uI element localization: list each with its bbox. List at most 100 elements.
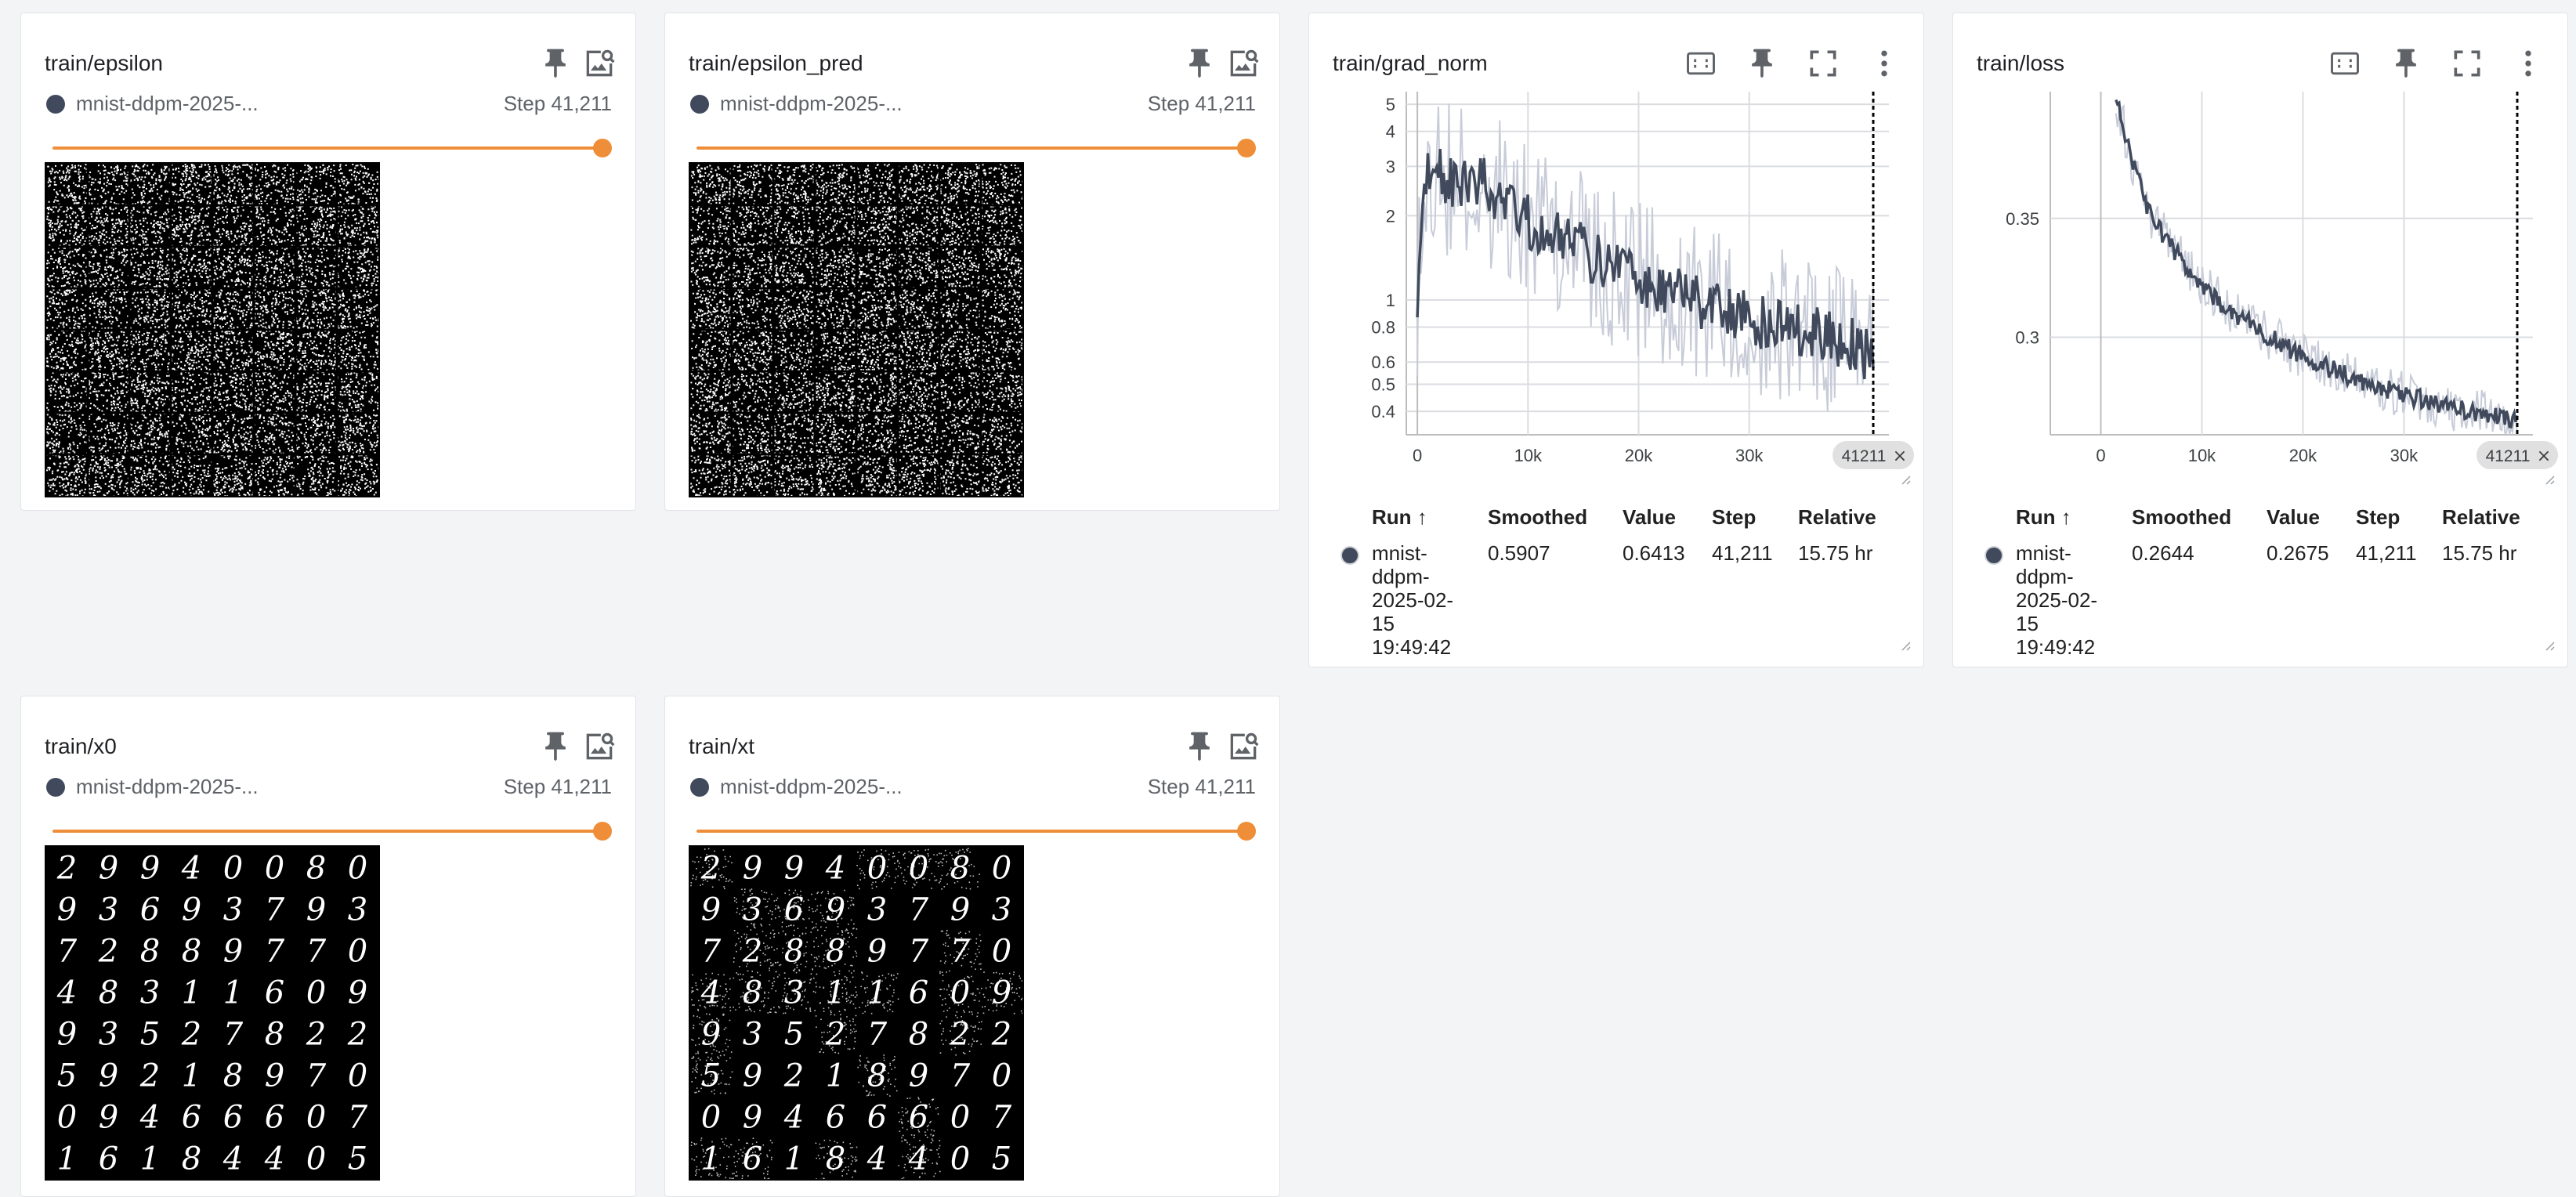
more-options-button[interactable] <box>1864 43 1905 84</box>
image-settings-button[interactable] <box>579 726 620 767</box>
image-settings-button[interactable] <box>1223 43 1264 84</box>
run-name-line: 2025-02- <box>2016 588 2098 612</box>
run-name-line: mnist- <box>1372 541 1427 565</box>
fit-domain-button[interactable] <box>2325 43 2365 84</box>
noise-pixels <box>691 1054 733 1094</box>
col-header-relative[interactable]: Relative <box>2442 505 2520 529</box>
digit-glyph: 2 <box>139 1058 160 1094</box>
digit-glyph: 3 <box>348 891 367 928</box>
step-slider[interactable] <box>696 139 1256 157</box>
table-resize-grip[interactable] <box>1898 638 1911 651</box>
chart-resize-grip[interactable] <box>2542 472 2555 485</box>
chart-resize-grip[interactable] <box>1898 472 1911 485</box>
image-search-icon <box>1230 732 1259 760</box>
fit-domain-button[interactable] <box>1681 43 1721 84</box>
pin-icon <box>1752 49 1772 78</box>
step-slider[interactable] <box>696 822 1256 841</box>
table-resize-grip[interactable] <box>2542 638 2555 651</box>
digit-glyph: 8 <box>743 975 762 1011</box>
digit-glyph: 9 <box>99 850 118 886</box>
run-name-line: 2025-02- <box>1372 588 1454 612</box>
digit-glyph: 0 <box>909 850 928 886</box>
pin-button[interactable] <box>1742 43 1782 84</box>
digit-glyph: 0 <box>265 850 284 886</box>
digit-glyph: 4 <box>181 850 201 886</box>
step-cursor-chip[interactable]: 41211 × <box>2477 441 2558 469</box>
y-tick-label: 2 <box>1386 206 1395 226</box>
digit-glyph: 4 <box>700 975 721 1011</box>
value-cell: 0.6413 <box>1623 541 1685 565</box>
pin-button[interactable] <box>1179 43 1220 84</box>
digit-glyph: 2 <box>181 1016 201 1052</box>
slider-track <box>696 146 1250 150</box>
pin-button[interactable] <box>535 43 576 84</box>
pin-button[interactable] <box>535 726 576 767</box>
digit-glyph: 6 <box>826 1099 845 1135</box>
digit-glyph: 8 <box>182 933 201 969</box>
digit-glyph: 8 <box>826 1141 845 1177</box>
digit-glyph: 9 <box>306 891 326 928</box>
pin-button[interactable] <box>1179 726 1220 767</box>
digit-glyph: 9 <box>743 1099 762 1135</box>
step-label: Step 41,211 <box>1147 92 1256 115</box>
digit-glyph: 6 <box>265 975 284 1011</box>
image-card-epsilon: train/epsilon mnist-ddpm-2025-... Step 4… <box>20 13 636 511</box>
fit-domain-icon <box>2331 52 2359 75</box>
col-header-smoothed[interactable]: Smoothed <box>1488 505 1588 529</box>
col-header-relative[interactable]: Relative <box>1798 505 1876 529</box>
digit-glyph: 7 <box>950 933 971 969</box>
digit-glyph: 4 <box>867 1141 887 1177</box>
digit-glyph: 8 <box>182 1141 201 1177</box>
pin-button[interactable] <box>2386 43 2426 84</box>
digit-glyph: 8 <box>306 850 326 886</box>
grad-norm-chart[interactable]: 0.4 0.5 0.6 0.8 1 2 3 4 5 0 10k 20k 30k 41211 × <box>1309 92 1925 499</box>
step-cell: 41,211 <box>1712 541 1773 565</box>
run-name-cell: mnist- ddpm- 2025-02- 15 19:49:42 <box>1372 541 1453 659</box>
digit-glyph: 6 <box>784 891 804 928</box>
col-header-step[interactable]: Step <box>2356 505 2401 529</box>
image-card-x0: train/x0 mnist-ddpm-2025-... Step 41,211… <box>20 696 636 1197</box>
slider-thumb[interactable] <box>593 822 612 841</box>
digit-glyph: 3 <box>867 891 887 928</box>
col-header-run[interactable]: Run ↑ <box>1372 505 1427 529</box>
digit-glyph: 3 <box>784 975 804 1011</box>
image-settings-button[interactable] <box>579 43 620 84</box>
epsilon-pred-image <box>689 162 1024 497</box>
image-settings-button[interactable] <box>1223 726 1264 767</box>
slider-thumb[interactable] <box>1237 139 1256 157</box>
y-tick-label: 5 <box>1386 95 1395 114</box>
x-tick-label: 20k <box>2289 446 2317 465</box>
digit-glyph: 0 <box>57 1099 77 1135</box>
digit-glyph: 0 <box>348 933 367 969</box>
loss-chart[interactable]: 0.3 0.35 0 10k 20k 30k 41211 × <box>1953 92 2569 499</box>
x-tick-label: 30k <box>2390 446 2419 465</box>
epsilon-image <box>45 162 380 497</box>
col-header-value[interactable]: Value <box>1623 505 1676 529</box>
digit-glyph: 5 <box>57 1058 77 1094</box>
x-tick-label: 0 <box>1413 446 1422 465</box>
col-header-step[interactable]: Step <box>1712 505 1757 529</box>
digit-glyph: 6 <box>265 1099 284 1135</box>
raw-series-line <box>2115 104 2518 436</box>
digit-glyph: 7 <box>909 891 929 928</box>
step-cursor-chip[interactable]: 41211 × <box>1833 441 1914 469</box>
fullscreen-button[interactable] <box>1803 43 1843 84</box>
col-header-value[interactable]: Value <box>2267 505 2320 529</box>
close-icon[interactable]: × <box>1893 447 1907 466</box>
digit-glyph: 9 <box>743 850 762 886</box>
slider-thumb[interactable] <box>1237 822 1256 841</box>
digit-glyph: 1 <box>784 1141 804 1177</box>
step-slider[interactable] <box>52 139 612 157</box>
run-name: mnist-ddpm-2025-... <box>76 92 259 115</box>
x-tick-label: 10k <box>2188 446 2216 465</box>
col-header-run[interactable]: Run ↑ <box>2016 505 2071 529</box>
fullscreen-button[interactable] <box>2447 43 2487 84</box>
step-slider[interactable] <box>52 822 612 841</box>
slider-thumb[interactable] <box>593 139 612 157</box>
close-icon[interactable]: × <box>2537 447 2551 466</box>
digit-glyph: 3 <box>99 891 118 928</box>
digit-glyph: 0 <box>992 850 1011 886</box>
more-options-button[interactable] <box>2508 43 2549 84</box>
col-header-smoothed[interactable]: Smoothed <box>2132 505 2232 529</box>
